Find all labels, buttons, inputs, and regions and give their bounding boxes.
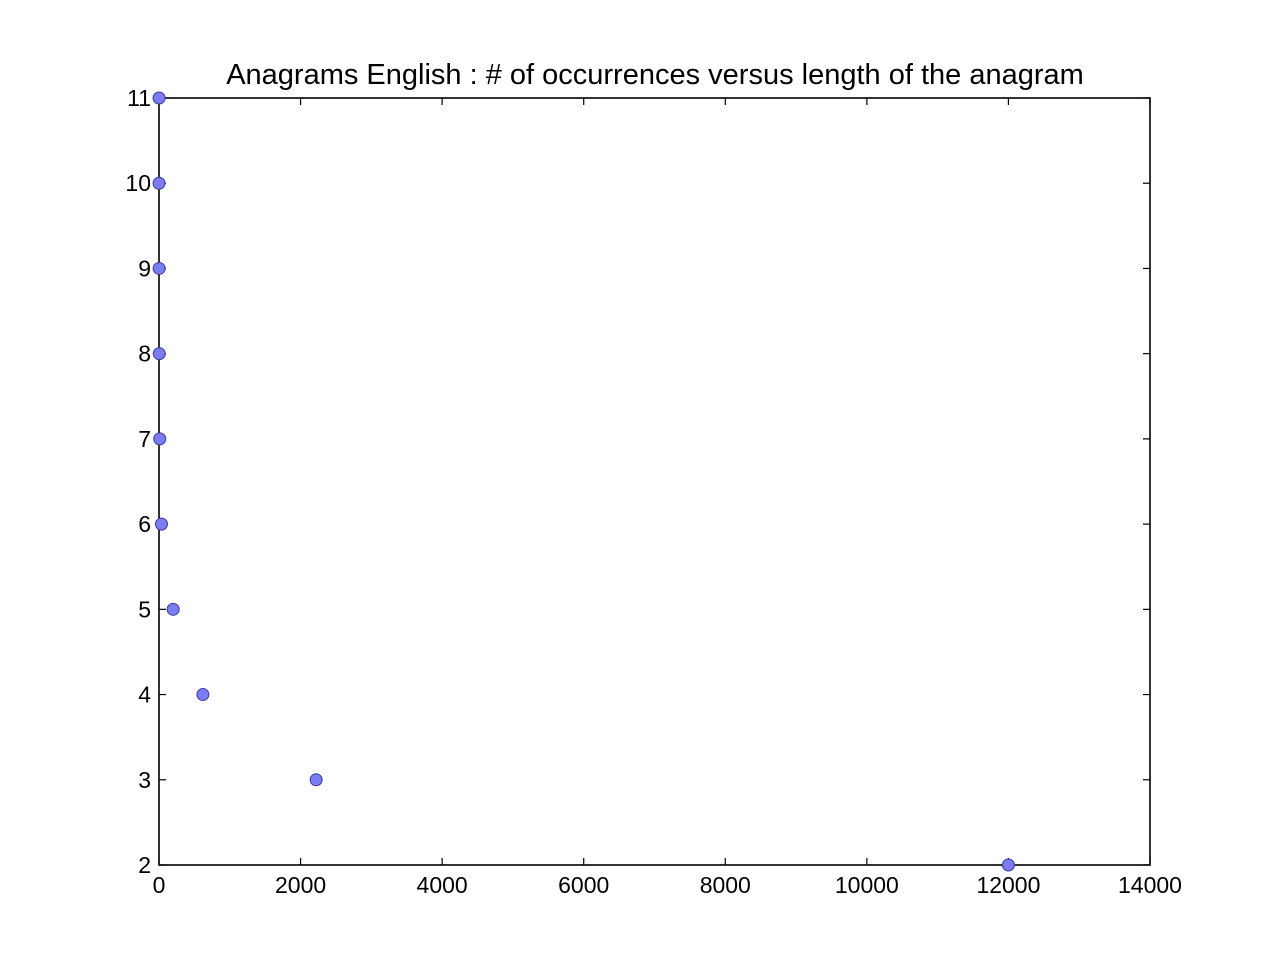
data-point (152, 176, 166, 190)
axis-ticks: 0 2000 4000 6000 8000 10000 12000 14000 2 3 4 5 6 7 8 9… (125, 85, 1182, 898)
y-tick-label: 8 (138, 341, 151, 367)
x-tick-label: 10000 (835, 872, 899, 898)
y-tick-label: 11 (127, 85, 151, 111)
y-tick-label: 9 (138, 255, 151, 281)
data-point (196, 688, 210, 702)
x-tick-label: 2000 (275, 872, 326, 898)
y-tick-label: 10 (125, 170, 151, 196)
x-tick-label: 8000 (700, 872, 751, 898)
x-tick-label: 4000 (417, 872, 468, 898)
chart-title: Anagrams English : # of occurrences vers… (226, 59, 1084, 91)
x-tick-label: 6000 (558, 872, 609, 898)
data-point (154, 517, 168, 531)
plot-area (158, 97, 1151, 866)
data-point (152, 261, 166, 275)
x-tick-label: 12000 (976, 872, 1040, 898)
y-tick-label: 3 (138, 767, 151, 793)
data-point (152, 347, 166, 361)
data-point (1001, 858, 1015, 872)
y-tick-label: 5 (138, 596, 151, 622)
x-tick-label: 0 (153, 872, 166, 898)
data-point (166, 602, 180, 616)
data-point (153, 432, 167, 446)
y-tick-label: 2 (138, 852, 151, 878)
data-point (152, 91, 166, 105)
plot-frame (158, 97, 1151, 866)
y-tick-label: 4 (138, 682, 151, 708)
x-tick-label: 14000 (1118, 872, 1182, 898)
y-tick-label: 6 (138, 511, 151, 537)
data-point (309, 773, 323, 787)
data-points (152, 91, 1015, 872)
y-tick-label: 7 (138, 426, 151, 452)
